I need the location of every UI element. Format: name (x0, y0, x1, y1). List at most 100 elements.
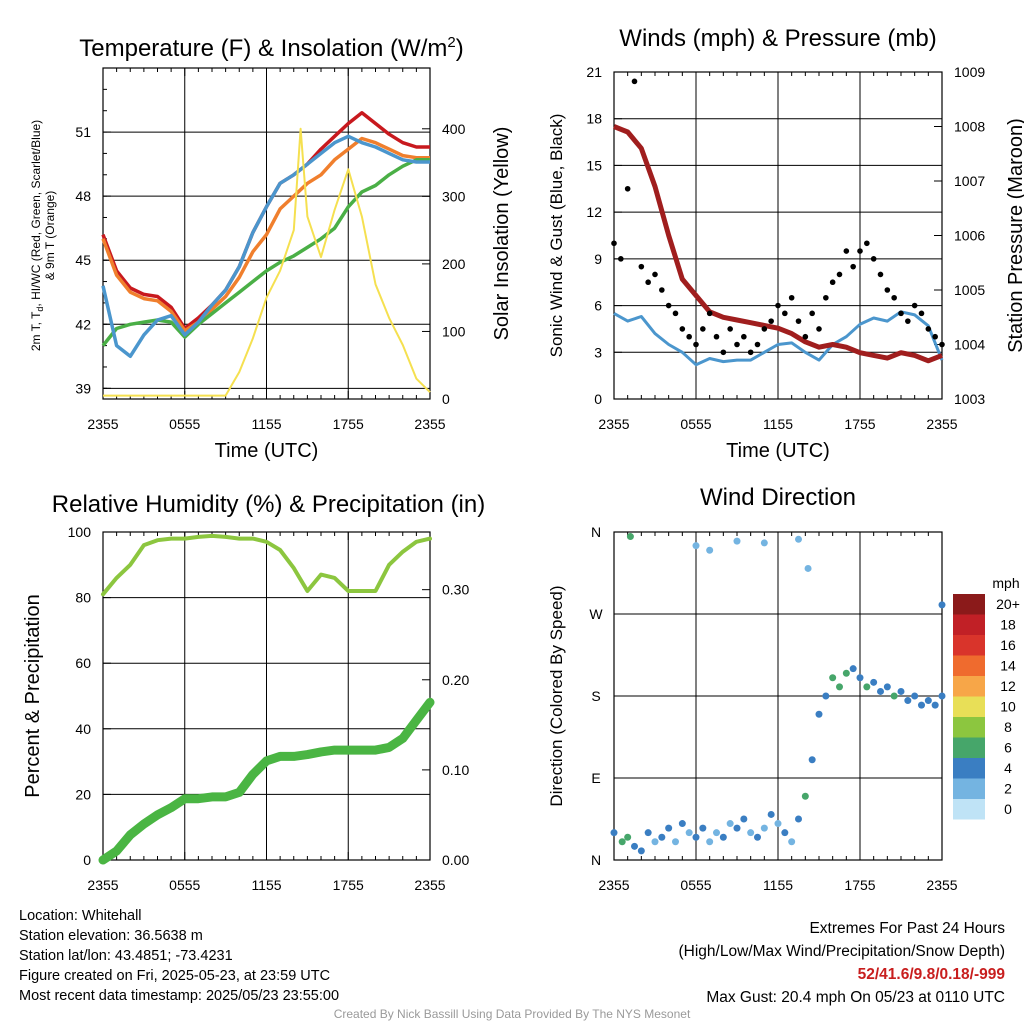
legend-label: 18 (1000, 617, 1016, 633)
y-axis-label: Sonic Wind & Gust (Blue, Black) (547, 114, 566, 358)
direction-point (665, 824, 673, 832)
y-tick-label: 60 (75, 655, 91, 671)
station-info: Location: Whitehall Station elevation: 3… (19, 906, 339, 1006)
y2-tick-label: 1006 (954, 228, 985, 244)
gust-point (891, 294, 897, 301)
chart-title: Winds (mph) & Pressure (mb) (619, 25, 936, 52)
direction-point (767, 810, 775, 818)
legend-swatch (953, 635, 985, 656)
gust-point (850, 263, 856, 270)
gust-point (713, 333, 720, 340)
series-line-blue (613, 310, 944, 367)
y2-tick-label: 0.10 (442, 762, 469, 778)
speed-legend: mph 20+ 18 16 14 12 10 8 6 4 2 0 (953, 575, 1020, 820)
y2-tick-label: 100 (442, 323, 466, 339)
y2-tick-label: 0.30 (442, 582, 469, 598)
gust-point (809, 310, 815, 317)
direction-point (788, 838, 796, 846)
gust-point (624, 185, 631, 192)
x-tick-label: 1155 (251, 416, 281, 432)
gust-point (659, 287, 665, 293)
direction-point (760, 824, 768, 832)
direction-point (733, 824, 741, 832)
gust-point (864, 240, 870, 247)
gust-point (672, 310, 679, 317)
direction-point (883, 683, 891, 691)
direction-point (760, 539, 768, 547)
legend-swatch (953, 758, 985, 779)
direction-point (610, 829, 618, 837)
y2-tick-label: 1009 (954, 64, 985, 80)
direction-point (924, 697, 932, 705)
legend-swatch (953, 737, 985, 758)
direction-point (795, 535, 802, 543)
gust-point (788, 294, 795, 301)
direction-point (842, 669, 850, 677)
x-tick-label: 2355 (926, 877, 957, 893)
direction-point (774, 820, 782, 828)
y2-tick-label: 1005 (954, 282, 985, 298)
series-line-maroon (613, 124, 943, 364)
gust-point (761, 326, 768, 332)
x-tick-label: 1755 (333, 416, 364, 432)
y2-tick-label: 400 (442, 121, 466, 137)
direction-point (904, 697, 912, 705)
y2-tick-label: 1004 (954, 337, 985, 353)
direction-point (692, 833, 700, 841)
x-tick-label: 0555 (680, 877, 711, 893)
gust-point (665, 302, 672, 309)
legend-label: 12 (1000, 678, 1016, 694)
y2-axis-label: Solar Insolation (Yellow) (491, 127, 513, 341)
legend-swatch (953, 614, 985, 635)
max-gust-text: Max Gust: 20.4 mph On 05/23 at 0110 UTC (706, 989, 1005, 1006)
gust-point (905, 318, 911, 324)
legend-label: 16 (1000, 637, 1016, 653)
legend-swatch (953, 696, 985, 717)
gust-point (700, 326, 706, 332)
gust-point (823, 294, 829, 301)
legend-label: 4 (1004, 760, 1012, 776)
gust-point (802, 333, 809, 340)
direction-point (658, 833, 666, 841)
x-tick-label: 1755 (844, 416, 875, 432)
gust-point (720, 349, 727, 356)
y-axis-label-line: & 9m T (Orange) (43, 191, 57, 281)
x-tick-label: 2355 (926, 416, 957, 432)
series-line-orange (101, 136, 430, 333)
y-axis-label: Percent & Precipitation (22, 594, 44, 797)
legend-label: 20+ (996, 596, 1020, 612)
y-tick-label: N (591, 524, 601, 540)
x-tick-label: 2355 (598, 416, 629, 432)
y-tick-label: 15 (586, 157, 602, 173)
gust-point (679, 326, 686, 332)
direction-point (706, 838, 714, 846)
direction-point (808, 756, 816, 764)
y-tick-label: 48 (75, 188, 91, 204)
chart-panel-2: Winds (mph) & Pressure (mb) 2355 0555 1155 1… (547, 25, 1024, 462)
gust-point (782, 310, 788, 317)
gust-point (686, 333, 692, 340)
direction-point (801, 792, 809, 800)
direction-point (672, 838, 679, 846)
chart-title: Temperature (F) & Insolation (W/m2) (79, 34, 463, 62)
direction-point (897, 687, 905, 695)
legend-label: 6 (1004, 740, 1012, 756)
direction-point (877, 687, 884, 695)
y-tick-label: 12 (586, 204, 602, 220)
title-close: ) (456, 35, 464, 62)
legend-label: 8 (1004, 719, 1012, 735)
direction-point (706, 546, 714, 554)
gust-point (693, 341, 699, 348)
credit-text: Created By Nick Bassill Using Data Provi… (333, 1007, 691, 1021)
direction-point (938, 692, 946, 700)
x-tick-label: 1755 (333, 877, 364, 893)
x-tick-label: 0555 (169, 416, 200, 432)
direction-point (863, 683, 871, 691)
direction-point (870, 678, 878, 686)
y-tick-label: 6 (594, 298, 602, 314)
chart-title: Wind Direction (700, 484, 856, 511)
title-superscript: 2 (447, 34, 455, 51)
legend-title: mph (992, 575, 1019, 591)
legend-swatch (953, 594, 985, 615)
direction-point (911, 692, 919, 700)
